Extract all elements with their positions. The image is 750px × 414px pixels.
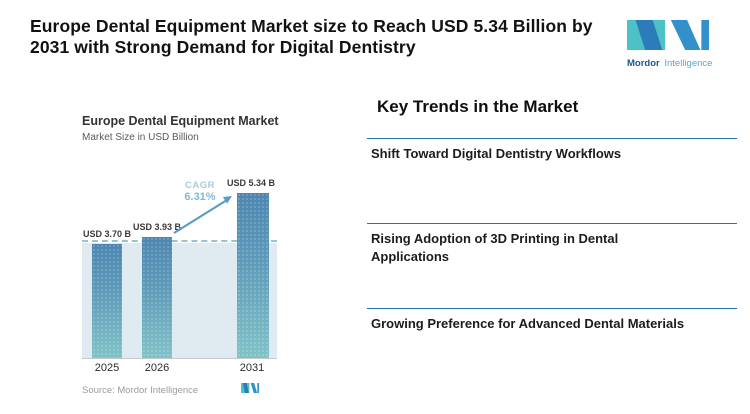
chart-reference-dashed-line xyxy=(82,240,277,242)
x-axis-label-2025: 2025 xyxy=(94,362,120,374)
bar-value-label-2025: USD 3.70 B xyxy=(82,229,132,239)
chart-subtitle: Market Size in USD Billion xyxy=(82,132,199,143)
trend-divider xyxy=(367,138,737,139)
cagr-value: 6.31% xyxy=(184,191,216,203)
mordor-intelligence-logo-icon xyxy=(627,20,709,50)
bar-2026 xyxy=(142,237,172,359)
chart-source-attribution: Source: Mordor Intelligence xyxy=(82,385,199,396)
cagr-growth-arrow-icon xyxy=(173,196,232,234)
trends-heading: Key Trends in the Market xyxy=(377,97,579,116)
bar-2031 xyxy=(237,193,269,359)
x-axis-label-2031: 2031 xyxy=(239,362,265,374)
trend-divider xyxy=(367,223,737,224)
cagr-label: CAGR xyxy=(185,180,215,191)
page-title-line2: 2031 with Strong Demand for Digital Dent… xyxy=(30,36,416,57)
brand-name-intelligence: Intelligence xyxy=(664,58,713,69)
chart-title: Europe Dental Equipment Market xyxy=(82,114,279,128)
bar-value-label-2031: USD 5.34 B xyxy=(226,178,276,188)
chart-x-axis-line xyxy=(82,358,277,359)
trend-item-digital-workflows: Shift Toward Digital Dentistry Workflows xyxy=(371,146,622,161)
brand-block: Mordor Intelligence xyxy=(627,20,717,69)
trend-divider xyxy=(367,308,737,309)
bar-value-label-2026: USD 3.93 B xyxy=(132,222,182,232)
bar-2025 xyxy=(92,244,122,359)
brand-name-mordor: Mordor xyxy=(627,58,660,69)
page-title: Europe Dental Equipment Market size to R… xyxy=(30,16,615,57)
page-title-line1: Europe Dental Equipment Market size to R… xyxy=(30,16,593,36)
mordor-intelligence-mini-logo-icon xyxy=(241,383,259,393)
trend-item-3d-printing: Rising Adoption of 3D Printing in Dental… xyxy=(371,231,619,264)
trend-item-advanced-materials: Growing Preference for Advanced Dental M… xyxy=(371,316,685,331)
brand-name: Mordor Intelligence xyxy=(627,58,717,69)
x-axis-label-2026: 2026 xyxy=(144,362,170,374)
